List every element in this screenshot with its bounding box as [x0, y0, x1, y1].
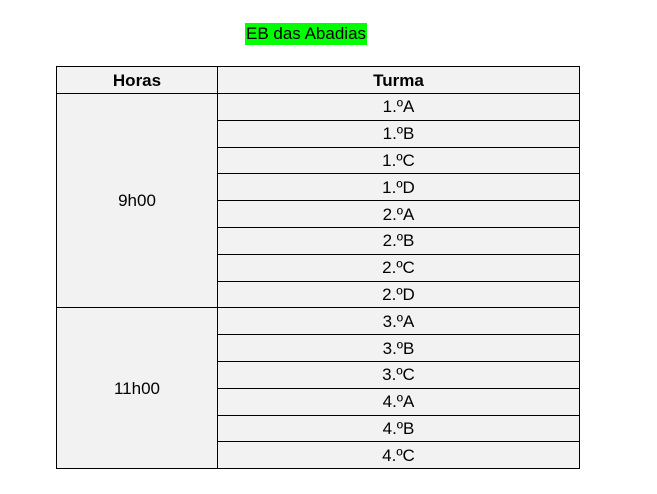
turma-cell: 2.ºC: [217, 253, 580, 282]
turma-cell: 1.ºC: [217, 146, 580, 175]
table-row: 4.ºB: [57, 414, 580, 443]
table-row: 2.ºB: [57, 226, 580, 255]
table-row: 2.ºA: [57, 200, 580, 228]
table-row: 2.ºD: [57, 280, 580, 309]
header-turma: Turma: [217, 66, 580, 94]
table-row: 3.ºC: [57, 360, 580, 389]
schedule-table: Horas Turma 9h00 1.ºA 1.ºB 1.ºC 1.ºD 2.ºA 2.ºB…: [56, 66, 580, 470]
hora-cell: 11h00: [56, 307, 218, 470]
table-row: 3.ºB: [57, 334, 580, 362]
table-row: 1.ºB: [57, 119, 580, 148]
turma-cell: 1.ºD: [217, 173, 580, 202]
hora-cell: 9h00: [56, 92, 218, 309]
header-row: Horas Turma: [56, 66, 580, 94]
turma-cell: 2.ºA: [217, 200, 580, 228]
turma-cell: 3.ºA: [217, 307, 580, 336]
turma-cell: 1.ºA: [217, 93, 580, 121]
table-row: 4.ºA: [57, 387, 580, 416]
document-title: EB das Abadias: [245, 23, 368, 45]
table-row: 9h00 1.ºA: [56, 92, 580, 309]
turma-cell: 4.ºA: [217, 387, 580, 416]
header-horas: Horas: [56, 66, 218, 94]
turma-cell: 4.ºC: [217, 441, 580, 470]
table-row: 2.ºC: [57, 253, 580, 282]
table-row: 11h00 3.ºA: [56, 307, 580, 470]
turma-cell: 3.ºC: [217, 360, 580, 389]
turma-cell: 2.ºB: [217, 226, 580, 255]
turma-cell: 2.ºD: [217, 280, 580, 309]
turma-cell: 3.ºB: [217, 334, 580, 362]
table-row: 4.ºC: [57, 441, 580, 470]
turma-cell: 1.ºB: [217, 119, 580, 148]
turma-cell: 4.ºB: [217, 414, 580, 443]
